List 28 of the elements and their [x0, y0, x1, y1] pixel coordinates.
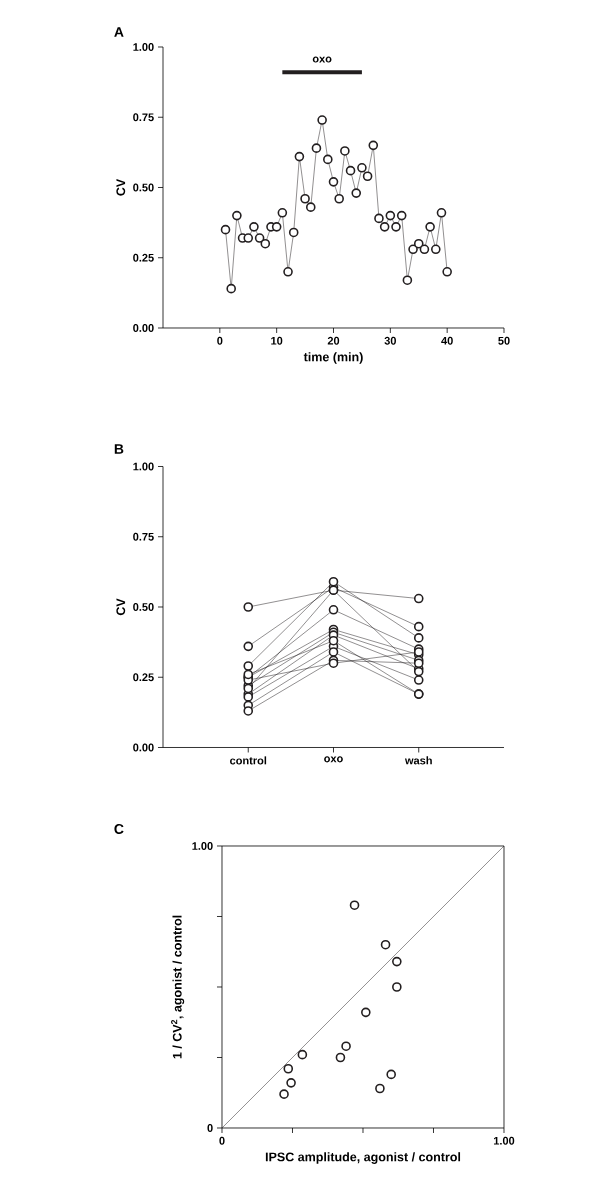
y-tick-label: 1.00	[133, 43, 154, 51]
y-tick-label: 0.25	[133, 253, 154, 262]
x-tick-label: wash	[404, 756, 432, 765]
x-tick-label: 30	[384, 336, 396, 345]
y-tick-label: 0.75	[133, 113, 154, 122]
y-axis-title: CV	[116, 598, 126, 616]
x-tick-label: control	[230, 756, 267, 765]
x-tick-label: oxo	[324, 756, 343, 763]
y-tick-label: 0.25	[133, 673, 154, 682]
chart-title: B	[114, 444, 124, 454]
x-axis-title: IPSC amplitude, agonist / control	[265, 1152, 461, 1164]
y-tick-label: 0.50	[133, 603, 154, 611]
x-axis-title: time (min)	[303, 352, 363, 364]
x-tick-label: 40	[441, 336, 453, 345]
chart-title: C	[114, 824, 124, 834]
x-tick-label: 10	[271, 336, 283, 345]
y-tick-label: 0.75	[133, 532, 154, 541]
x-tick-label: 50	[498, 336, 510, 345]
x-tick-label: 20	[327, 336, 340, 345]
y-axis-title: CV	[116, 178, 126, 196]
y-tick-label: 0.50	[133, 183, 154, 192]
x-tick-label: 0	[217, 336, 223, 345]
y-tick-label: 0.00	[133, 324, 154, 332]
y-axis-title: 1 / CV$^{2}$, agonist / control	[171, 915, 185, 1059]
chart-title: A	[114, 27, 124, 37]
y-tick-label: 1.00	[133, 462, 154, 471]
y-tick-label: 0.00	[133, 743, 154, 752]
series-label: oxo	[312, 56, 332, 63]
